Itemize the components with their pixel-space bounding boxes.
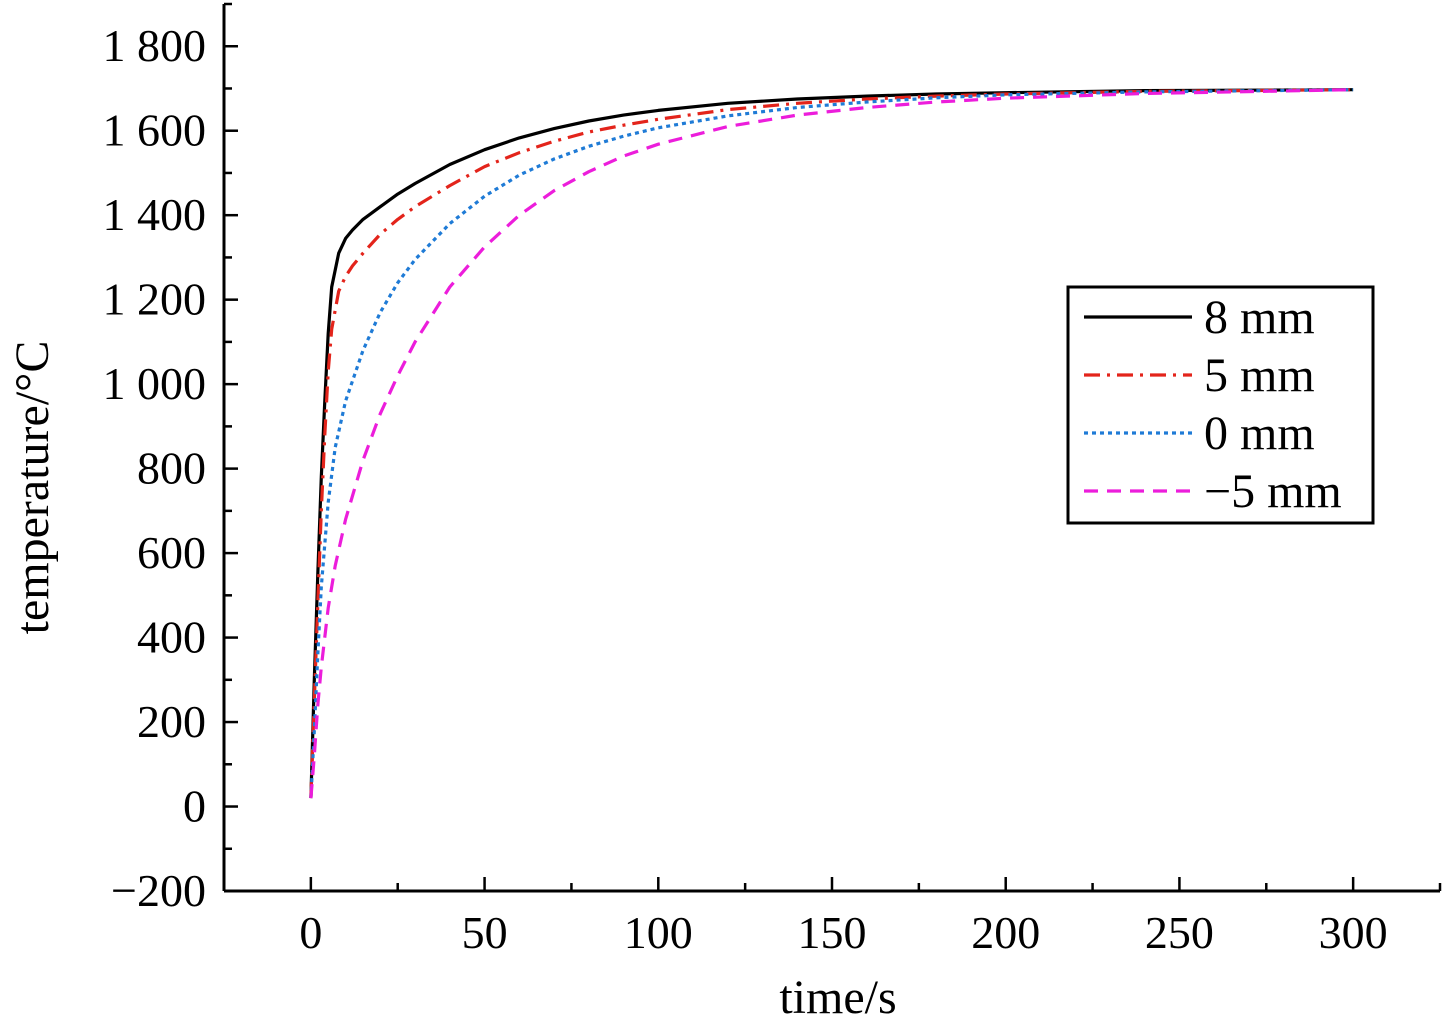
legend: 8 mm5 mm0 mm−5 mm <box>1066 285 1375 525</box>
x-tick-label: 100 <box>624 907 693 958</box>
ticks: 0 50 100 150 200 250 300 −200 0 200 400 600 800 1 000… <box>103 2 1442 958</box>
x-tick-label: 250 <box>1145 907 1214 958</box>
y-tick-label: 600 <box>137 527 206 578</box>
series-line-1 <box>309 88 1354 799</box>
x-tick-label: 300 <box>1319 907 1388 958</box>
y-tick-label: 1 400 <box>103 189 207 240</box>
y-tick-label: −200 <box>111 865 206 916</box>
y-tick-label: 400 <box>137 612 206 663</box>
x-tick-label: 50 <box>462 907 508 958</box>
x-tick-label: 150 <box>798 907 867 958</box>
y-tick-label: 1 600 <box>103 105 207 156</box>
y-tick-label: 1 200 <box>103 274 207 325</box>
legend-box <box>1066 285 1375 525</box>
y-tick-label: 800 <box>137 443 206 494</box>
x-axis-title: time/s <box>779 971 896 1024</box>
y-axis-title: temperature/°C <box>6 341 59 635</box>
series-line-2 <box>309 88 1354 799</box>
legend-label: −5 mm <box>1204 465 1342 518</box>
x-tick-label: 0 <box>299 907 322 958</box>
legend-label: 0 mm <box>1204 407 1315 460</box>
series-line-0 <box>309 88 1354 799</box>
series-line-3 <box>309 88 1354 799</box>
legend-label: 8 mm <box>1204 291 1315 344</box>
y-tick-label: 1 800 <box>103 20 207 71</box>
y-tick-label: 0 <box>183 781 206 832</box>
legend-label: 5 mm <box>1204 349 1315 402</box>
y-tick-label: 1 000 <box>103 358 207 409</box>
x-tick-label: 200 <box>971 907 1040 958</box>
series-lines <box>309 88 1354 799</box>
y-tick-label: 200 <box>137 696 206 747</box>
